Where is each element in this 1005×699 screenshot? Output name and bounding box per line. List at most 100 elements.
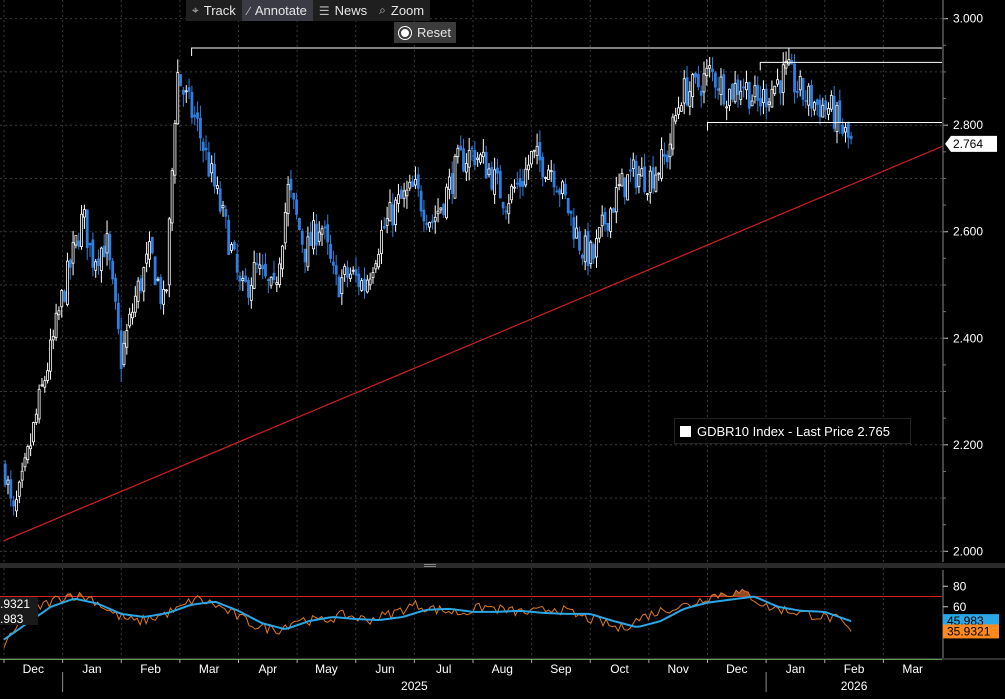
candle-body (210, 163, 214, 174)
candle-body (620, 173, 624, 187)
x-axis-label: Jul (436, 662, 451, 676)
candle-body (173, 123, 177, 176)
candle-body (247, 279, 250, 298)
candle-body (493, 169, 497, 195)
candle-body (846, 121, 850, 138)
chart-toolbar: ⌖ Track ∕ Annotate ☰ News ⌕ Zoom (186, 0, 431, 21)
rsi-ma-line (3, 595, 852, 641)
candle-body (218, 188, 222, 212)
candle-body (88, 242, 92, 246)
candle-body (391, 204, 395, 226)
candle-body (312, 220, 315, 250)
candle-body (66, 260, 69, 305)
candle-body (343, 266, 347, 275)
candle-body (430, 220, 434, 223)
candle-body (702, 73, 706, 93)
zoom-button[interactable]: ⌕ Zoom (373, 0, 430, 21)
track-button[interactable]: ⌖ Track (186, 0, 242, 21)
candle-body (433, 216, 437, 222)
rsi-value-label: 35.9321 (947, 624, 991, 638)
candle-body (26, 446, 30, 461)
candle-body (439, 207, 443, 211)
candle-body (114, 277, 117, 302)
candle-body (841, 124, 845, 134)
rsi-value-tag (943, 624, 999, 639)
candle-body (156, 278, 160, 281)
price-axis-label: 2.200 (953, 438, 983, 452)
candle-body (759, 98, 762, 107)
pane-separator-grip (424, 564, 436, 565)
rsi-overbought-fill (745, 591, 749, 597)
candle-body (6, 479, 10, 485)
candle-body (778, 80, 782, 94)
candle-body (566, 197, 570, 214)
candle-body (838, 100, 842, 123)
candle-body (629, 169, 632, 172)
candle-body (722, 74, 726, 105)
candle-body (487, 168, 491, 176)
candle-body (190, 91, 194, 118)
rsi-ma-left-value: .983 (0, 612, 24, 626)
candle-body (634, 161, 638, 189)
candle-body (462, 148, 465, 172)
candle-body (445, 186, 448, 219)
candle-body (269, 276, 273, 286)
candle-body (730, 83, 734, 100)
candle-body (9, 479, 13, 499)
candle-body (91, 239, 95, 268)
candle-body (215, 185, 219, 189)
news-button[interactable]: ☰ News (313, 0, 373, 21)
candle-body (481, 151, 485, 158)
candle-body (351, 269, 355, 272)
candle-body (793, 63, 796, 93)
year-label: 2025 (401, 679, 428, 693)
candle-body (648, 170, 652, 193)
candle-body (442, 203, 446, 216)
x-axis-label: Jan (786, 662, 805, 676)
candle-body (787, 59, 791, 65)
candle-body (713, 72, 717, 88)
candle-body (77, 240, 81, 247)
year-label: 2026 (841, 679, 868, 693)
candle-body (278, 263, 282, 285)
rsi-line (3, 588, 852, 648)
candle-body (535, 145, 539, 156)
price-axis-label: 2.800 (953, 118, 983, 132)
candle-body (674, 115, 678, 122)
candle-body (131, 311, 134, 319)
candle-body (595, 238, 598, 258)
candle-body (614, 187, 618, 213)
x-axis-label: Mar (199, 662, 220, 676)
candle-body (524, 168, 528, 186)
candle-body (728, 88, 731, 106)
candle-body (844, 127, 847, 133)
candle-body (43, 380, 47, 388)
candle-body (170, 170, 174, 224)
candle-body (623, 177, 627, 198)
candle-body (682, 78, 686, 104)
candle-body (334, 265, 338, 275)
candle-body (272, 272, 276, 280)
candle-body (408, 181, 412, 189)
candle-body (105, 233, 109, 254)
price-axis-label: 3.000 (953, 12, 983, 26)
x-axis-label: Dec (726, 662, 747, 676)
resistance-line (707, 122, 942, 131)
reset-button[interactable]: Reset (394, 22, 456, 43)
resistance-line (759, 61, 942, 71)
candle-body (561, 181, 564, 194)
candle-body (54, 312, 58, 338)
x-axis-label: Jun (375, 662, 394, 676)
candle-body (555, 190, 559, 193)
candle-body (51, 336, 55, 341)
last-price-tag-label: 2.764 (953, 137, 983, 151)
x-axis-label: Jan (82, 662, 101, 676)
candle-body (473, 150, 477, 166)
annotate-button[interactable]: ∕ Annotate (241, 0, 313, 21)
candle-body (82, 209, 86, 218)
candle-body (416, 174, 420, 189)
candle-body (303, 248, 307, 263)
candle-body (60, 290, 64, 308)
candle-body (402, 190, 406, 199)
